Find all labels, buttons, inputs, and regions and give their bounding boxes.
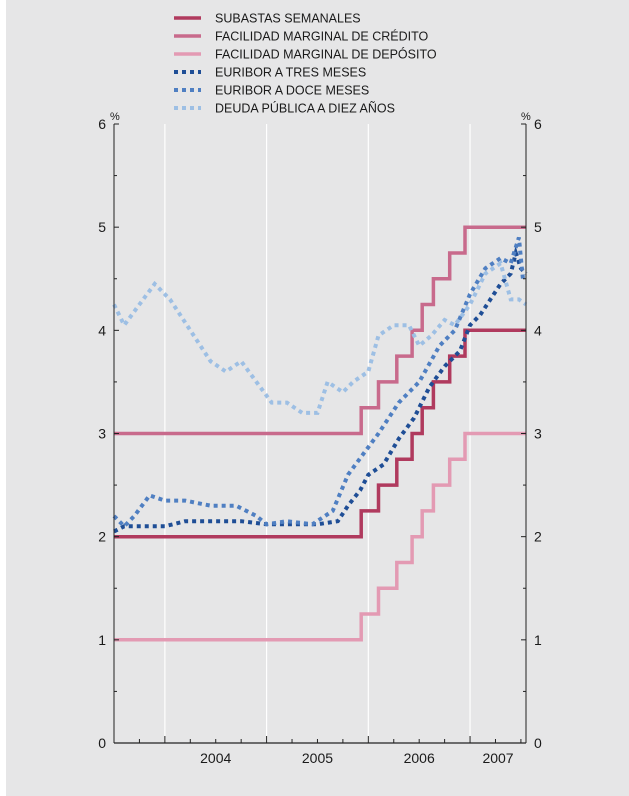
line-chart: 0 0 1 1 2 2 3 3 4 4 5 5 6 6 2004 2005 2006 2007 SUBASTAS … <box>6 0 629 796</box>
y-tick-label-right: 5 <box>534 219 542 235</box>
legend-label-2: FACILIDAD MARGINAL DE CRÉDITO <box>215 29 429 44</box>
series-line-4 <box>113 245 528 534</box>
y-tick-label-left: 5 <box>98 219 106 235</box>
y-tick-label-left: 2 <box>98 529 106 545</box>
y-tick-label-left: 3 <box>98 426 106 442</box>
y-tick-label-right: 2 <box>534 529 542 545</box>
y-tick-label-right: 4 <box>534 322 542 338</box>
y-tick-label-left: 1 <box>98 632 106 648</box>
y-tick-label-left: 6 <box>98 116 106 132</box>
x-tick-label: 2006 <box>404 750 435 766</box>
x-tick-label: 2004 <box>200 750 231 766</box>
series-line-1 <box>114 328 526 539</box>
y-tick-label-right: 0 <box>534 735 542 751</box>
y-tick-label-right: 3 <box>534 426 542 442</box>
unit-label-left: % <box>110 111 120 123</box>
legend-label-5: EURIBOR A DOCE MESES <box>215 84 369 98</box>
legend: SUBASTAS SEMANALES FACILIDAD MARGINAL DE … <box>174 12 437 116</box>
x-tick-label: 2007 <box>482 750 513 766</box>
series-layer <box>112 225 528 642</box>
unit-label-right: % <box>521 111 531 123</box>
y-tick-label-left: 0 <box>98 735 106 751</box>
axis-layer: 0 0 1 1 2 2 3 3 4 4 5 5 6 6 2004 2005 2006 2007 <box>98 116 542 766</box>
legend-label-1: SUBASTAS SEMANALES <box>215 12 361 26</box>
series-line-3 <box>114 431 526 642</box>
legend-label-3: FACILIDAD MARGINAL DE DEPÓSITO <box>215 47 437 62</box>
y-tick-label-left: 4 <box>98 322 106 338</box>
legend-label-6: DEUDA PÚBLICA A DIEZ AÑOS <box>215 101 395 116</box>
legend-label-4: EURIBOR A TRES MESES <box>215 66 366 80</box>
chart-panel: 0 0 1 1 2 2 3 3 4 4 5 5 6 6 2004 2005 2006 2007 SUBASTAS … <box>6 0 629 796</box>
x-tick-label: 2005 <box>302 750 333 766</box>
series-line-5 <box>112 236 525 530</box>
series-line-2 <box>114 225 526 436</box>
y-tick-label-right: 6 <box>534 116 542 132</box>
y-tick-label-right: 1 <box>534 632 542 648</box>
